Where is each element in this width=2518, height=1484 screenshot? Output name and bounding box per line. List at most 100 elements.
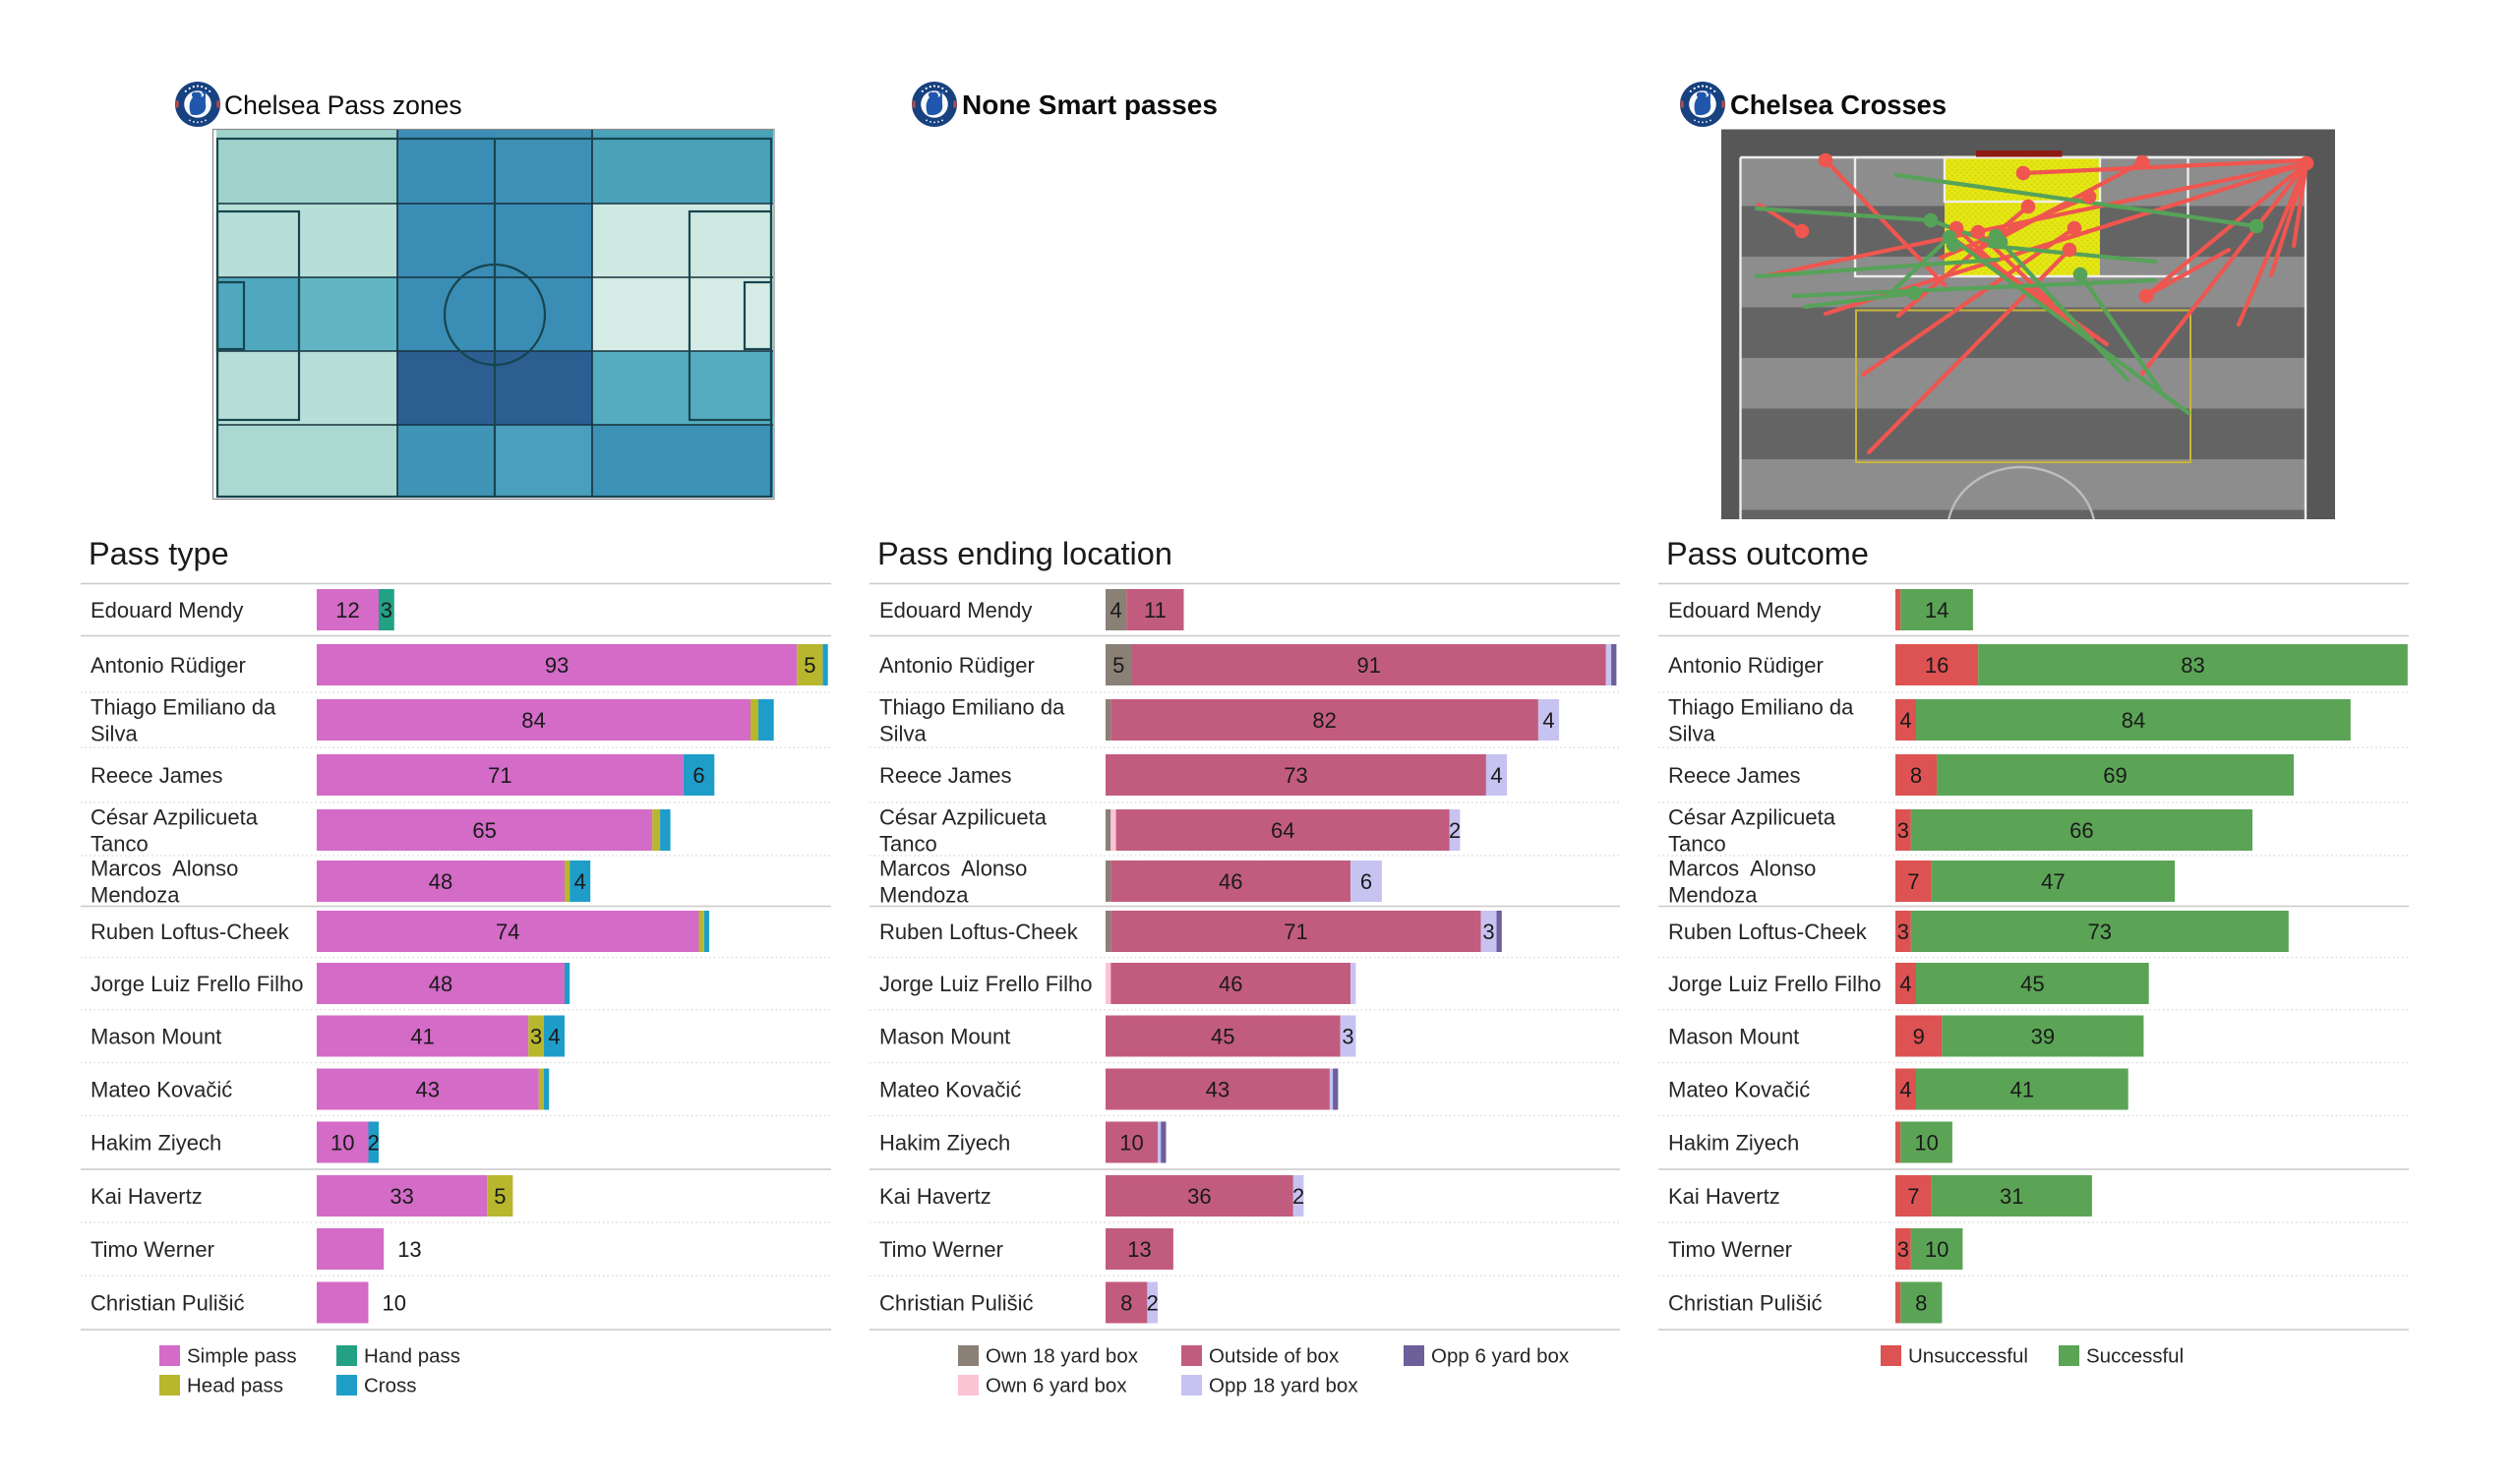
- svg-text:6: 6: [692, 763, 704, 788]
- svg-text:Hakim Ziyech: Hakim Ziyech: [90, 1131, 221, 1156]
- svg-text:6: 6: [1360, 869, 1372, 894]
- svg-text:Edouard Mendy: Edouard Mendy: [879, 598, 1032, 623]
- svg-text:41: 41: [410, 1025, 434, 1049]
- svg-text:Mason Mount: Mason Mount: [1668, 1025, 1799, 1049]
- svg-text:31: 31: [2000, 1184, 2023, 1209]
- svg-text:Thiago Emiliano da: Thiago Emiliano da: [879, 695, 1065, 720]
- svg-text:41: 41: [2010, 1078, 2034, 1102]
- svg-text:Mason Mount: Mason Mount: [90, 1025, 221, 1049]
- svg-text:Silva: Silva: [879, 722, 927, 746]
- svg-text:43: 43: [416, 1078, 440, 1102]
- svg-text:71: 71: [1284, 920, 1307, 944]
- svg-text:3: 3: [530, 1025, 542, 1049]
- svg-text:Edouard Mendy: Edouard Mendy: [90, 598, 243, 623]
- svg-text:César Azpilicueta: César Azpilicueta: [879, 805, 1048, 830]
- svg-text:Jorge Luiz Frello Filho: Jorge Luiz Frello Filho: [879, 972, 1092, 996]
- svg-text:Edouard Mendy: Edouard Mendy: [1668, 598, 1821, 623]
- svg-text:Opp 6 yard box: Opp 6 yard box: [1431, 1345, 1570, 1368]
- svg-text:Jorge Luiz Frello Filho: Jorge Luiz Frello Filho: [90, 972, 303, 996]
- svg-text:Tanco: Tanco: [879, 832, 937, 857]
- svg-text:5: 5: [494, 1184, 506, 1209]
- svg-text:43: 43: [1206, 1078, 1229, 1102]
- svg-text:Kai Havertz: Kai Havertz: [1668, 1184, 1780, 1209]
- svg-text:8: 8: [1120, 1291, 1132, 1316]
- svg-text:Reece James: Reece James: [879, 763, 1012, 788]
- svg-text:71: 71: [488, 763, 511, 788]
- svg-text:45: 45: [1211, 1025, 1234, 1049]
- svg-text:2: 2: [1449, 818, 1461, 843]
- svg-text:65: 65: [472, 818, 496, 843]
- svg-text:Timo Werner: Timo Werner: [1668, 1237, 1792, 1262]
- svg-text:2: 2: [1292, 1184, 1304, 1209]
- svg-text:83: 83: [2181, 653, 2204, 678]
- svg-text:69: 69: [2103, 763, 2127, 788]
- svg-text:4: 4: [548, 1025, 560, 1049]
- svg-text:5: 5: [804, 653, 815, 678]
- svg-text:Marcos Alonso: Marcos Alonso: [1668, 857, 1816, 881]
- svg-text:Jorge Luiz Frello Filho: Jorge Luiz Frello Filho: [1668, 972, 1881, 996]
- svg-text:None Smart passes: None Smart passes: [962, 89, 1218, 120]
- svg-text:10: 10: [330, 1131, 354, 1156]
- svg-text:Christian Pulišić: Christian Pulišić: [879, 1291, 1034, 1316]
- svg-text:13: 13: [397, 1237, 421, 1262]
- svg-text:Pass ending location: Pass ending location: [877, 536, 1172, 571]
- svg-text:César Azpilicueta: César Azpilicueta: [1668, 805, 1836, 830]
- svg-text:Outside of box: Outside of box: [1209, 1345, 1340, 1368]
- svg-text:Marcos Alonso: Marcos Alonso: [879, 857, 1027, 881]
- svg-text:82: 82: [1312, 708, 1336, 733]
- svg-text:14: 14: [1925, 598, 1948, 623]
- svg-text:Kai Havertz: Kai Havertz: [879, 1184, 991, 1209]
- svg-text:Kai Havertz: Kai Havertz: [90, 1184, 203, 1209]
- svg-text:5: 5: [1112, 653, 1124, 678]
- svg-text:7: 7: [1907, 869, 1919, 894]
- svg-text:Antonio Rüdiger: Antonio Rüdiger: [90, 653, 246, 678]
- svg-text:73: 73: [1284, 763, 1307, 788]
- svg-text:4: 4: [1899, 708, 1911, 733]
- svg-text:4: 4: [1542, 708, 1554, 733]
- svg-text:Antonio Rüdiger: Antonio Rüdiger: [1668, 653, 1824, 678]
- svg-text:Pass type: Pass type: [89, 536, 229, 571]
- svg-text:64: 64: [1271, 818, 1294, 843]
- svg-text:Mendoza: Mendoza: [90, 883, 180, 908]
- svg-text:4: 4: [1899, 1078, 1911, 1102]
- svg-text:3: 3: [1342, 1025, 1353, 1049]
- svg-text:84: 84: [521, 708, 545, 733]
- svg-text:46: 46: [1219, 972, 1242, 996]
- svg-text:Head pass: Head pass: [187, 1375, 283, 1397]
- svg-text:93: 93: [545, 653, 569, 678]
- svg-text:Hand pass: Hand pass: [364, 1345, 460, 1368]
- svg-text:Ruben Loftus-Cheek: Ruben Loftus-Cheek: [1668, 920, 1868, 944]
- svg-text:Unsuccessful: Unsuccessful: [1908, 1345, 2028, 1368]
- svg-text:10: 10: [1119, 1131, 1143, 1156]
- svg-text:Mason Mount: Mason Mount: [879, 1025, 1010, 1049]
- svg-text:12: 12: [335, 598, 359, 623]
- svg-text:3: 3: [1897, 1237, 1909, 1262]
- svg-text:Chelsea Pass zones: Chelsea Pass zones: [224, 90, 462, 120]
- svg-text:2: 2: [1147, 1291, 1159, 1316]
- svg-text:César Azpilicueta: César Azpilicueta: [90, 805, 259, 830]
- svg-text:Tanco: Tanco: [90, 832, 149, 857]
- svg-text:3: 3: [1482, 920, 1494, 944]
- svg-text:Reece James: Reece James: [1668, 763, 1801, 788]
- svg-text:46: 46: [1219, 869, 1242, 894]
- svg-text:Chelsea Crosses: Chelsea Crosses: [1730, 89, 1947, 120]
- svg-text:73: 73: [2088, 920, 2112, 944]
- svg-text:Mateo Kovačić: Mateo Kovačić: [1668, 1078, 1810, 1102]
- svg-text:7: 7: [1907, 1184, 1919, 1209]
- svg-text:Opp 18 yard box: Opp 18 yard box: [1209, 1375, 1358, 1397]
- svg-text:Tanco: Tanco: [1668, 832, 1726, 857]
- svg-text:47: 47: [2041, 869, 2065, 894]
- svg-text:Antonio Rüdiger: Antonio Rüdiger: [879, 653, 1035, 678]
- svg-text:74: 74: [496, 920, 519, 944]
- svg-text:91: 91: [1356, 653, 1380, 678]
- svg-text:10: 10: [1914, 1131, 1938, 1156]
- svg-text:10: 10: [383, 1291, 406, 1316]
- svg-text:Successful: Successful: [2086, 1345, 2184, 1368]
- svg-text:Silva: Silva: [90, 722, 138, 746]
- svg-text:3: 3: [381, 598, 392, 623]
- svg-text:Mateo Kovačić: Mateo Kovačić: [90, 1078, 232, 1102]
- svg-text:48: 48: [429, 869, 452, 894]
- svg-text:84: 84: [2122, 708, 2145, 733]
- svg-text:Mendoza: Mendoza: [879, 883, 969, 908]
- svg-text:Christian Pulišić: Christian Pulišić: [90, 1291, 245, 1316]
